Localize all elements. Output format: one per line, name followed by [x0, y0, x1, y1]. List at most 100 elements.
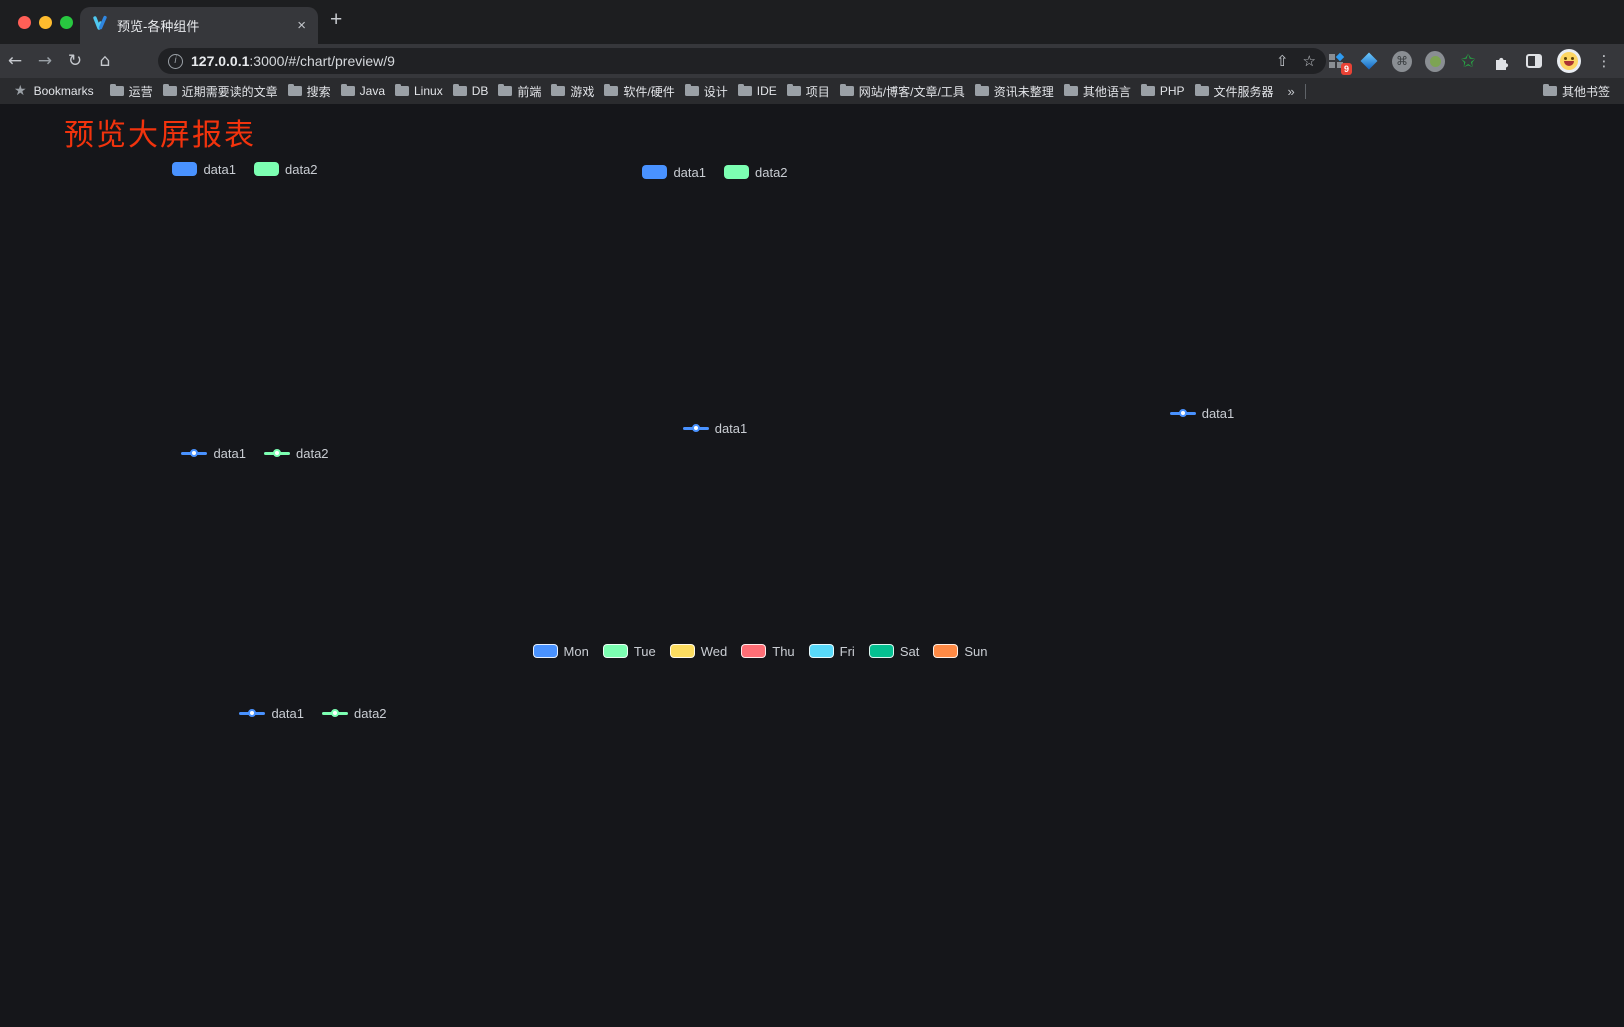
- legend-marker-icon: [669, 644, 695, 658]
- folder-icon: [1194, 83, 1209, 96]
- tab-title: 预览-各种组件: [117, 19, 200, 34]
- bookmark-folder[interactable]: 其他语言: [1063, 83, 1131, 100]
- legend-item[interactable]: data2: [724, 165, 788, 180]
- folder-icon: [786, 83, 801, 96]
- legend-marker-icon: [239, 709, 266, 717]
- chart-bar-vertical: [35, 180, 435, 372]
- bookmarks-star-icon[interactable]: ★: [14, 83, 27, 99]
- other-bookmarks-button[interactable]: 其他书签: [1542, 83, 1610, 100]
- page-title: 预览大屏报表: [64, 119, 256, 152]
- legend-marker-icon: [808, 644, 834, 658]
- legend-marker-icon: [532, 644, 558, 658]
- extension-diamond-icon[interactable]: [1359, 51, 1379, 71]
- folder-icon: [1140, 83, 1155, 96]
- legend-item[interactable]: data1: [642, 165, 706, 180]
- legend-line-gradient: data1: [520, 418, 910, 438]
- extensions-puzzle-icon[interactable]: [1491, 51, 1511, 71]
- sidebar-toggle-icon[interactable]: [1524, 51, 1544, 71]
- legend-marker-icon: [1169, 409, 1196, 417]
- legend-marker-icon: [181, 449, 208, 457]
- tab-close-icon[interactable]: ×: [297, 17, 306, 34]
- folder-icon: [839, 83, 854, 96]
- chart-bar-horizontal: [505, 185, 905, 375]
- bookmark-star-icon[interactable]: ☆: [1302, 52, 1316, 70]
- zoom-window-button[interactable]: [60, 16, 73, 29]
- profile-avatar[interactable]: [1557, 49, 1581, 73]
- bookmark-folder[interactable]: 项目: [786, 83, 830, 100]
- chart-line-gradient: [505, 440, 900, 630]
- bookmark-folder[interactable]: 网站/博客/文章/工具: [839, 83, 965, 100]
- legend-marker-icon: [602, 644, 628, 658]
- legend-item[interactable]: Tue: [602, 644, 656, 659]
- bookmark-folder[interactable]: 软件/硬件: [604, 83, 675, 100]
- legend-area-two: data1 data2: [118, 703, 508, 723]
- chart-donut: [560, 665, 960, 905]
- bookmarks-label[interactable]: Bookmarks: [33, 84, 94, 98]
- folder-icon: [604, 83, 619, 96]
- browser-tab[interactable]: 预览-各种组件 ×: [80, 7, 318, 44]
- reload-button[interactable]: ↻: [67, 51, 83, 71]
- extension-badge: 9: [1340, 63, 1352, 75]
- legend-area-single: data1: [1007, 403, 1397, 423]
- legend-donut: Mon Tue Wed Thu Fri Sat Sun: [532, 641, 987, 661]
- legend-item[interactable]: data2: [254, 162, 318, 177]
- legend-item[interactable]: data1: [172, 162, 236, 177]
- legend-marker-icon: [264, 449, 290, 457]
- folder-icon: [974, 83, 989, 96]
- home-button[interactable]: ⌂: [99, 51, 111, 71]
- legend-line-two: data1 data2: [60, 443, 450, 463]
- bookmark-folder[interactable]: 资讯未整理: [974, 83, 1054, 100]
- back-button[interactable]: ←: [7, 51, 23, 71]
- bookmark-folder[interactable]: 文件服务器: [1194, 83, 1274, 100]
- legend-bar-horizontal: data1 data2: [520, 162, 910, 182]
- minimize-window-button[interactable]: [39, 16, 52, 29]
- legend-item[interactable]: data2: [322, 706, 387, 721]
- share-icon[interactable]: ⇧: [1275, 52, 1289, 70]
- bookmark-folder[interactable]: Java: [340, 83, 385, 98]
- bookmark-folder[interactable]: DB: [452, 83, 488, 98]
- forward-button[interactable]: →: [37, 51, 53, 71]
- legend-item[interactable]: Sat: [868, 644, 919, 659]
- legend-item[interactable]: Sun: [933, 644, 987, 659]
- legend-marker-icon: [172, 162, 198, 176]
- legend-item[interactable]: Fri: [808, 644, 855, 659]
- extensions-row: 9 ⌘ ✩ ⋮: [1326, 44, 1614, 78]
- bookmark-folder[interactable]: 游戏: [551, 83, 594, 100]
- new-tab-button[interactable]: +: [330, 8, 343, 31]
- browser-menu-icon[interactable]: ⋮: [1596, 52, 1612, 70]
- extension-record-icon[interactable]: [1425, 50, 1445, 72]
- extension-command-icon[interactable]: ⌘: [1392, 50, 1412, 72]
- extension-grid-icon[interactable]: 9: [1326, 51, 1352, 75]
- legend-item[interactable]: data1: [181, 446, 246, 461]
- legend-item[interactable]: data2: [264, 446, 329, 461]
- legend-item[interactable]: Wed: [669, 644, 727, 659]
- folder-icon: [340, 83, 355, 96]
- chart-line-two: [35, 465, 430, 657]
- folder-icon: [162, 83, 177, 96]
- extension-star-icon[interactable]: ✩: [1460, 50, 1476, 72]
- bookmark-folder[interactable]: IDE: [737, 83, 777, 98]
- bookmark-folder[interactable]: 搜索: [287, 83, 331, 100]
- bookmark-folder[interactable]: 前端: [498, 83, 541, 100]
- legend-item[interactable]: data1: [1169, 406, 1234, 421]
- bookmark-folder[interactable]: 近期需要读的文章: [162, 83, 278, 100]
- legend-marker-icon: [682, 424, 709, 432]
- address-bar[interactable]: i 127.0.0.1:3000/#/chart/preview/9 ⇧ ☆: [158, 48, 1326, 74]
- bookmarks-bar: ★ Bookmarks 运营 近期需要读的文章 搜索 Java Linux DB 前端 游戏软…: [0, 78, 1624, 104]
- legend-item[interactable]: Mon: [532, 644, 589, 659]
- bookmark-folder[interactable]: PHP: [1140, 83, 1185, 98]
- bookmark-folder[interactable]: 运营: [109, 83, 153, 100]
- bookmarks-overflow-button[interactable]: »: [1287, 83, 1295, 99]
- folder-icon: [684, 83, 699, 96]
- close-window-button[interactable]: [18, 16, 31, 29]
- legend-item[interactable]: data1: [239, 706, 304, 721]
- legend-marker-icon: [322, 709, 348, 717]
- site-info-icon[interactable]: i: [168, 53, 183, 69]
- legend-item[interactable]: Thu: [741, 644, 795, 659]
- folder-icon: [498, 83, 513, 96]
- legend-marker-icon: [868, 644, 894, 658]
- folder-icon: [395, 83, 409, 96]
- legend-item[interactable]: data1: [682, 421, 747, 436]
- bookmark-folder[interactable]: 设计: [684, 83, 728, 100]
- bookmark-folder[interactable]: Linux: [395, 83, 443, 98]
